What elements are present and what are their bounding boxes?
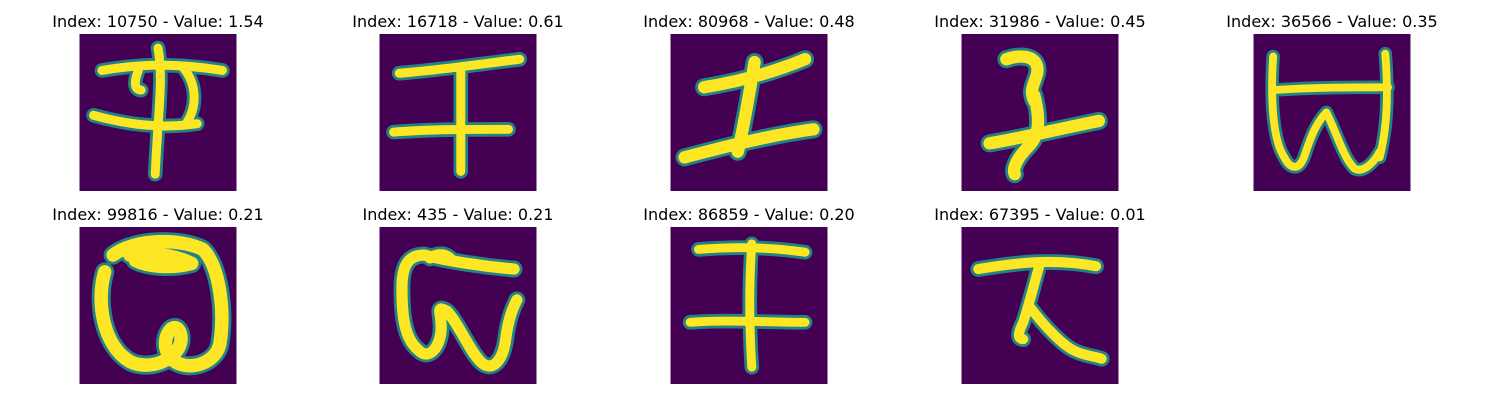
panel-8: Index: 86859 - Value: 0.20: [604, 205, 894, 395]
glyph-image: [1253, 34, 1411, 191]
panel-7: Index: 435 - Value: 0.21: [313, 205, 603, 395]
panel-title: Index: 36566 - Value: 0.35: [1226, 12, 1438, 31]
glyph-f-image: [79, 227, 237, 384]
glyph-d-image: [961, 34, 1119, 191]
panel-2: Index: 16718 - Value: 0.61: [313, 12, 603, 202]
panel-title: Index: 31986 - Value: 0.45: [934, 12, 1146, 31]
glyph-c-image: [670, 34, 828, 191]
glyph-h-image: [670, 227, 828, 384]
panel-title: Index: 10750 - Value: 1.54: [52, 12, 264, 31]
glyph-e-image: [1253, 34, 1411, 191]
panel-5: Index: 36566 - Value: 0.35: [1187, 12, 1477, 202]
glyph-image: [79, 34, 237, 191]
panel-1: Index: 10750 - Value: 1.54: [13, 12, 303, 202]
glyph-a-image: [79, 34, 237, 191]
glyph-image: [961, 34, 1119, 191]
glyph-image: [670, 227, 828, 384]
glyph-i-image: [961, 227, 1119, 384]
panel-title: Index: 99816 - Value: 0.21: [52, 205, 264, 224]
panel-title: Index: 86859 - Value: 0.20: [643, 205, 855, 224]
glyph-image: [379, 34, 537, 191]
panel-9: Index: 67395 - Value: 0.01: [895, 205, 1185, 395]
glyph-image: [379, 227, 537, 384]
glyph-g-image: [379, 227, 537, 384]
panel-3: Index: 80968 - Value: 0.48: [604, 12, 894, 202]
glyph-image: [79, 227, 237, 384]
panel-title: Index: 16718 - Value: 0.61: [352, 12, 564, 31]
panel-title: Index: 67395 - Value: 0.01: [934, 205, 1146, 224]
glyph-image: [961, 227, 1119, 384]
glyph-b-image: [379, 34, 537, 191]
panel-4: Index: 31986 - Value: 0.45: [895, 12, 1185, 202]
glyph-image: [670, 34, 828, 191]
panel-title: Index: 435 - Value: 0.21: [362, 205, 554, 224]
panel-6: Index: 99816 - Value: 0.21: [13, 205, 303, 395]
panel-title: Index: 80968 - Value: 0.48: [643, 12, 855, 31]
